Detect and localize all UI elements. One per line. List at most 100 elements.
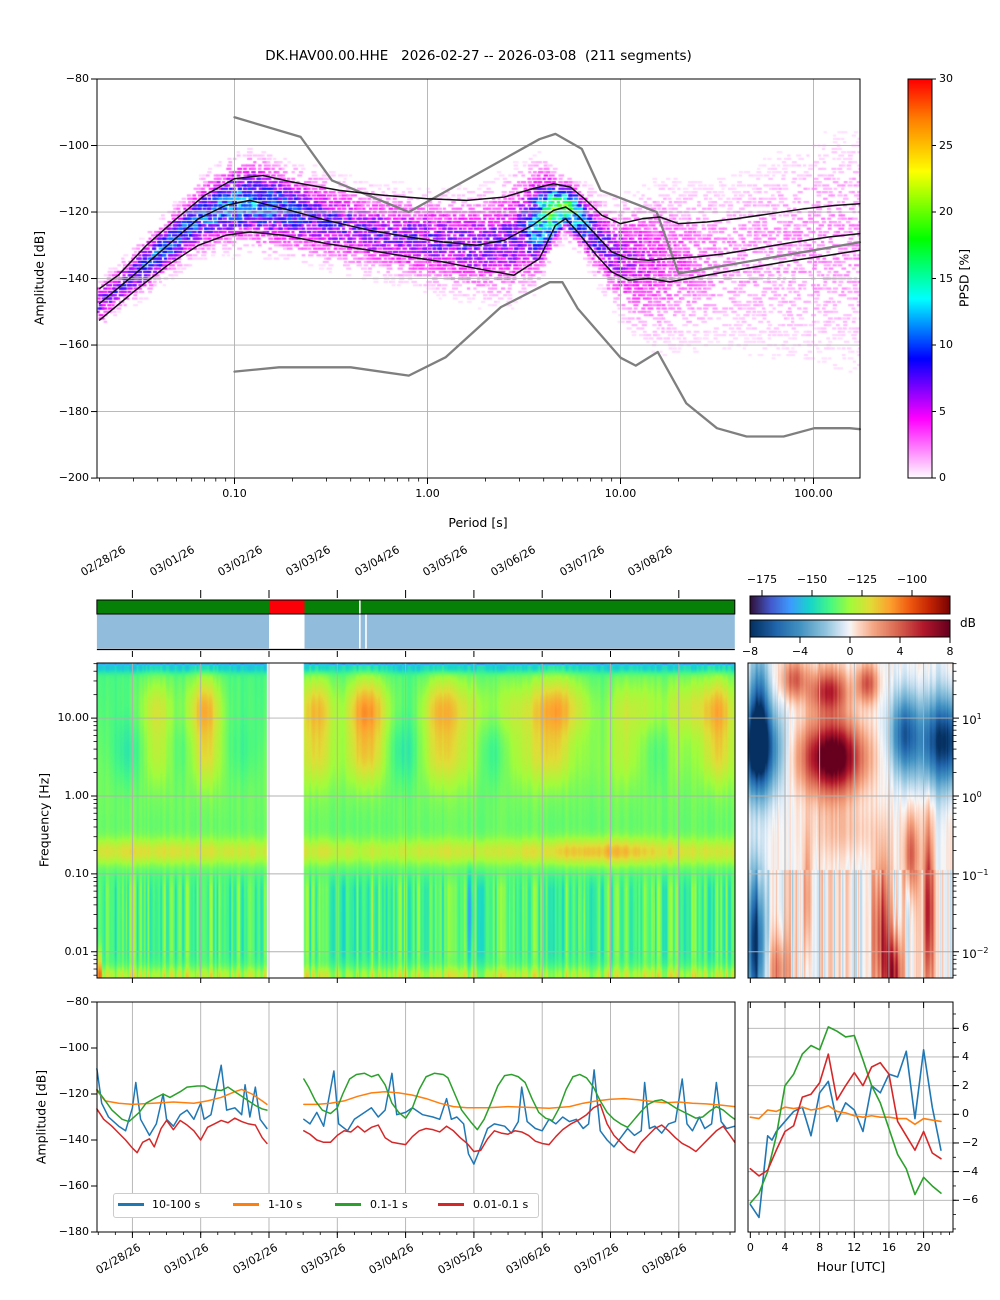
- diff-colorbar-tick-label: 0: [846, 645, 854, 658]
- ppsd-colorbar-tick-label: 20: [939, 205, 953, 218]
- diff-colorbar-tick-label: 4: [896, 645, 904, 658]
- noise-model-nlnm-line: [233, 281, 862, 438]
- ppsd-colorbar-frame: [907, 78, 933, 479]
- timeseries-line-011s: [96, 1085, 268, 1123]
- spec-colorbar-tick-label: −125: [846, 573, 878, 586]
- spectrogram-colorbar-frame: [749, 595, 951, 615]
- bottom-left-frame: [96, 1001, 736, 1233]
- hourly-line-011s: [749, 1026, 942, 1204]
- diff-colorbar-tick-label: −8: [741, 645, 759, 658]
- timeseries-line-00101s: [303, 1103, 736, 1154]
- hourly-line-00101s: [749, 1053, 942, 1177]
- top-ytick-label: −180: [58, 404, 89, 418]
- legend-swatch-3: [335, 1203, 361, 1206]
- ppsd-colorbar-tick-label: 30: [939, 72, 953, 85]
- hour-heatmap-frame: [747, 662, 954, 979]
- percentile-90-line: [98, 174, 861, 290]
- br-xtick-label: 16: [881, 1241, 896, 1254]
- percentile-50-line: [98, 199, 861, 305]
- bl-ytick-label: −80: [65, 995, 89, 1008]
- br-ytick-label: −4: [962, 1164, 979, 1178]
- br-ytick-label: −6: [962, 1193, 979, 1207]
- bl-ytick-label: −140: [58, 1133, 89, 1146]
- availability-green-bar: [96, 600, 735, 614]
- availability-green-frame: [96, 599, 736, 615]
- hourly-line-110s: [749, 1104, 942, 1126]
- hourly-line-10100s: [749, 1049, 942, 1219]
- bl-ytick-label: −100: [58, 1041, 89, 1054]
- top-xtick-label: 100.00: [794, 487, 833, 500]
- br-xtick-label: 12: [847, 1241, 862, 1254]
- spec-colorbar-tick-label: −100: [896, 573, 928, 586]
- bottom-left-ylabel: Amplitude [dB]: [33, 1069, 49, 1165]
- br-ytick-label: 2: [962, 1078, 969, 1092]
- legend-label-1: 10-100 s: [152, 1198, 201, 1211]
- ppsd-colorbar-tick-label: 15: [939, 271, 953, 285]
- legend-swatch-2: [233, 1203, 259, 1206]
- br-xtick-label: 8: [816, 1241, 824, 1254]
- availability-blue-bar: [304, 614, 735, 649]
- availability-thin-gap: [359, 600, 361, 614]
- spectrogram-canvas: [97, 663, 735, 978]
- spectrogram-ytick-label: 10.00: [57, 711, 90, 725]
- diff-colorbar-tick-label: 8: [946, 645, 954, 658]
- timeseries-line-110s: [96, 1088, 268, 1106]
- br-ytick-label: 6: [962, 1021, 969, 1035]
- br-xtick-label: 20: [916, 1241, 931, 1254]
- bottom-right-xlabel: Hour [UTC]: [816, 1259, 886, 1274]
- top-ylabel: Amplitude [dB]: [31, 230, 47, 326]
- ppsd-colorbar-tick-label: 0: [939, 471, 946, 484]
- spectrogram-frame: [96, 662, 736, 979]
- legend-swatch-1: [118, 1203, 144, 1206]
- timeseries-line-011s: [303, 1072, 736, 1131]
- legend-label-2: 1-10 s: [268, 1198, 303, 1211]
- bl-ytick-label: −180: [58, 1225, 89, 1238]
- top-xtick-label: 10.00: [604, 487, 637, 500]
- br-ytick-label: 4: [962, 1049, 969, 1063]
- availability-red-segment: [269, 600, 305, 614]
- top-xtick-label: 0.10: [222, 487, 247, 500]
- br-ytick-label: 0: [962, 1107, 969, 1121]
- bl-ytick-label: −120: [58, 1087, 89, 1100]
- legend-swatch-4: [438, 1203, 464, 1206]
- legend-box: [113, 1193, 539, 1218]
- top-ytick-label: −140: [58, 271, 89, 285]
- top-ytick-label: −100: [58, 138, 89, 152]
- legend-label-4: 0.01-0.1 s: [473, 1198, 529, 1211]
- top-ytick-label: −80: [65, 72, 89, 85]
- spectrogram-ytick-label: 0.01: [64, 944, 90, 958]
- availability-thin-gap: [359, 614, 361, 649]
- ppsd-colorbar-canvas: [908, 79, 932, 478]
- diff-colorbar-frame: [749, 619, 951, 638]
- spec-colorbar-tick-label: −150: [796, 573, 828, 586]
- timeseries-line-10100s: [96, 1064, 268, 1137]
- log-ytick-label: 100: [962, 789, 982, 805]
- log-ytick-label: 101: [962, 712, 982, 727]
- diff-colorbar-canvas: [750, 620, 950, 637]
- spectrogram-ytick-label: 1.00: [64, 788, 90, 802]
- ppsd-colorbar-label: PPSD [%]: [956, 248, 972, 308]
- noise-model-nhnm-line: [233, 116, 862, 275]
- top-xtick-label: 1.00: [415, 487, 440, 500]
- log-ytick-label: 10−2: [962, 945, 989, 961]
- top-xlabel: Period [s]: [448, 515, 508, 530]
- bottom-right-frame: [747, 1001, 954, 1233]
- figure-title: DK.HAV00.00.HHE 2026-02-27 -- 2026-03-08…: [265, 48, 692, 64]
- hour-frequency-heatmap-canvas: [748, 663, 953, 978]
- top-ytick-label: −200: [58, 471, 89, 485]
- bl-ytick-label: −160: [58, 1179, 89, 1192]
- ppsd-colorbar-tick-label: 25: [939, 138, 953, 152]
- br-xtick-label: 4: [781, 1241, 789, 1254]
- spectrogram-ytick-label: 0.10: [64, 866, 90, 880]
- diff-colorbar-label: dB: [960, 616, 976, 630]
- ppsd-colorbar-tick-label: 5: [939, 404, 946, 418]
- timeseries-line-00101s: [96, 1108, 268, 1154]
- spectrogram-ylabel: Frequency [Hz]: [36, 772, 52, 868]
- percentile-10-line: [98, 217, 861, 321]
- top-ytick-label: −120: [58, 205, 89, 219]
- ppsd-colorbar-tick-label: 10: [939, 338, 953, 351]
- legend-label-3: 0.1-1 s: [370, 1198, 408, 1211]
- log-ytick-label: 10−1: [962, 867, 989, 883]
